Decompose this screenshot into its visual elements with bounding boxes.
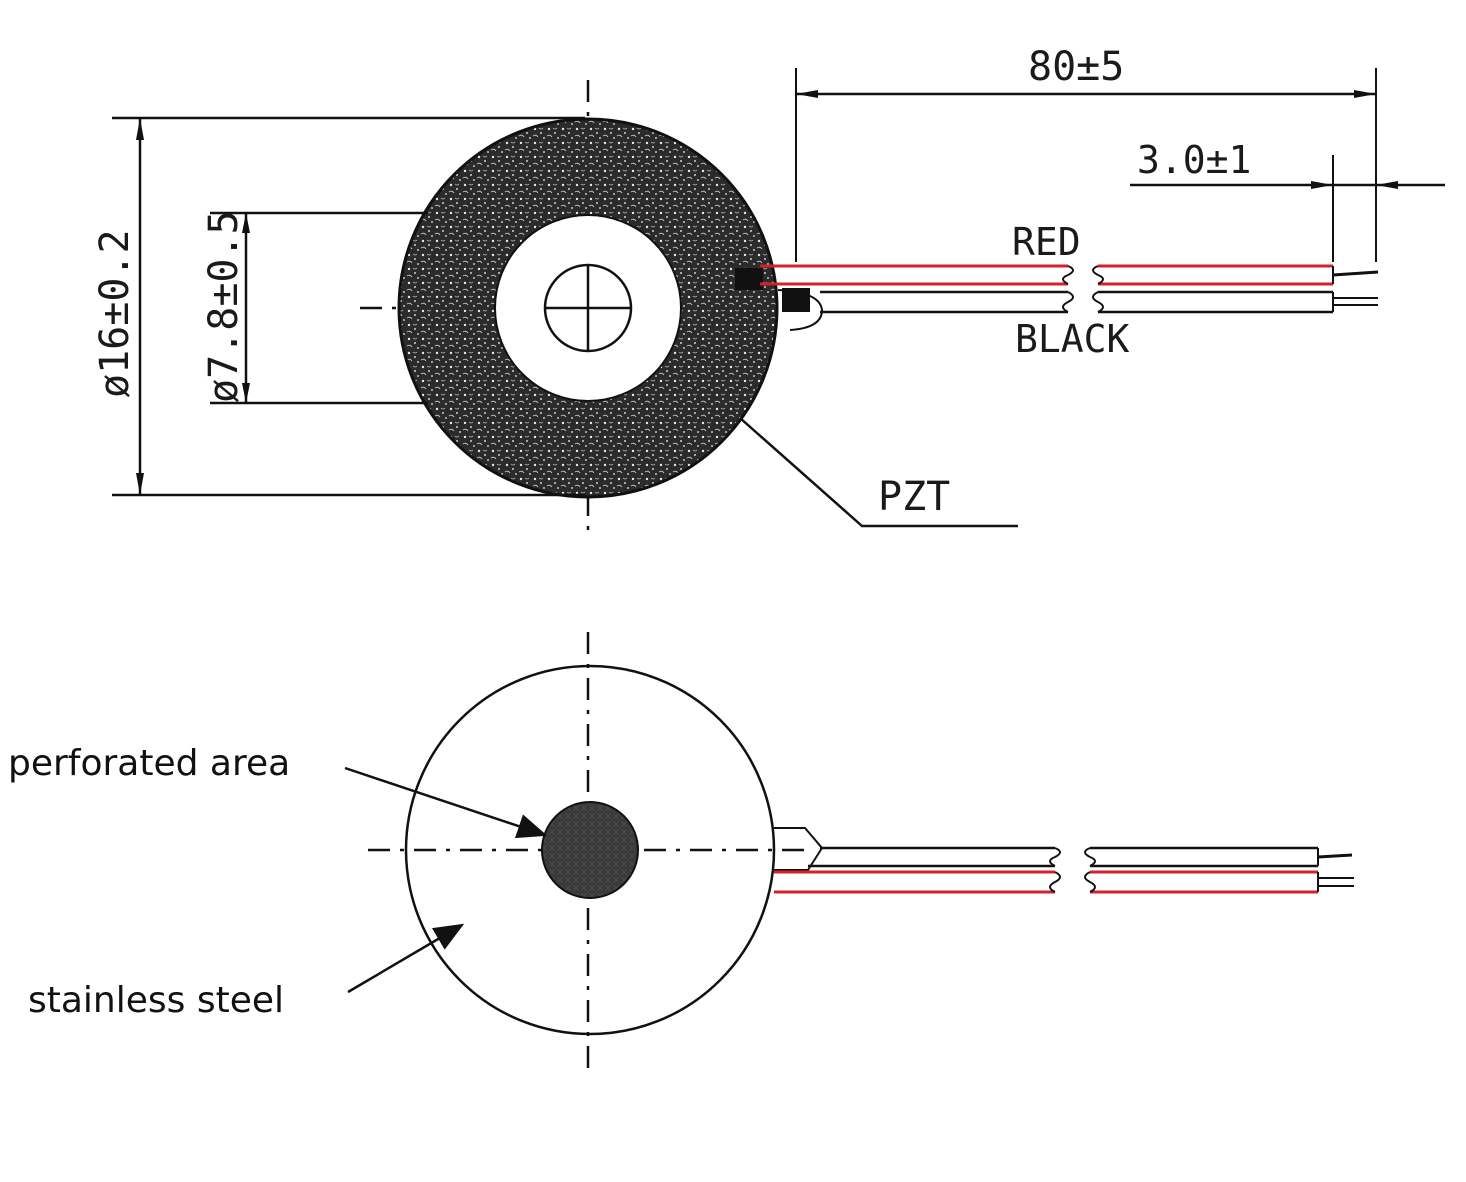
red-wire [760, 264, 1379, 286]
pzt-label: PZT [878, 474, 950, 520]
perforated-mesh [541, 801, 639, 899]
wire-insulation-bend [777, 289, 824, 331]
inner-diameter-dimension [210, 211, 428, 405]
red-solder-pad [735, 268, 763, 290]
lead-length-label: 80±5 [1028, 44, 1124, 90]
black-wire-label: BLACK [1015, 317, 1130, 361]
perforated-area-arrow [344, 766, 548, 839]
strip-length-dimension [1130, 155, 1445, 262]
outer-diameter-dimension [112, 116, 585, 497]
black-wire [820, 290, 1378, 314]
bottom-red-wire [774, 870, 1354, 894]
inner-diameter-label: ø7.8±0.5 [201, 210, 247, 403]
outer-diameter-label: ø16±0.2 [92, 229, 138, 398]
bottom-view: perforated area stainless steel [8, 632, 1354, 1075]
strip-length-label: 3.0±1 [1137, 138, 1251, 182]
lead-length-dimension [795, 68, 1377, 262]
top-view: 80±5 3.0±1 RED BLACK PZT ø16±0.2 [92, 44, 1445, 535]
pzt-leader-line [739, 417, 1018, 528]
red-wire-label: RED [1012, 220, 1081, 264]
bottom-black-wire [808, 846, 1353, 868]
stainless-steel-arrow [347, 923, 465, 994]
stainless-steel-label: stainless steel [28, 980, 284, 1021]
perforated-area-label: perforated area [8, 743, 290, 784]
